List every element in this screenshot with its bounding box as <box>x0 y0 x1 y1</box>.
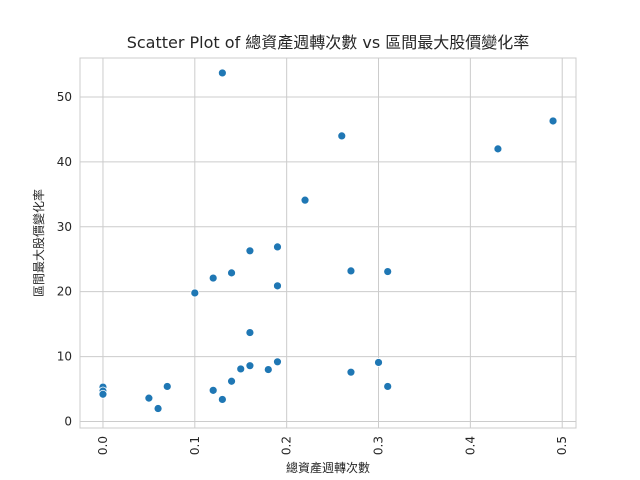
x-tick-label: 0.2 <box>280 436 294 455</box>
data-point <box>236 364 246 374</box>
y-tick-labels: 0 10 20 30 40 50 <box>57 90 72 429</box>
data-point <box>217 395 227 404</box>
y-tick-label: 20 <box>57 285 72 299</box>
data-point <box>273 357 282 367</box>
data-point <box>208 385 218 395</box>
data-point <box>144 393 154 403</box>
data-point <box>493 144 503 154</box>
data-point <box>383 382 393 391</box>
x-tick-label: 0.0 <box>96 436 110 455</box>
chart-title: Scatter Plot of 總資產週轉次數 vs 區間最大股價變化率 <box>127 33 530 52</box>
data-point <box>162 382 172 391</box>
x-tick-label: 0.1 <box>188 436 202 455</box>
data-point <box>346 266 356 276</box>
y-tick-label: 30 <box>57 220 72 234</box>
data-point <box>217 68 227 78</box>
y-tick-label: 50 <box>57 90 72 104</box>
x-tick-labels: 0.0 0.1 0.2 0.3 0.4 0.5 <box>96 436 569 455</box>
grid <box>80 58 576 428</box>
data-point <box>374 358 383 367</box>
data-point <box>190 288 200 298</box>
data-point <box>153 404 163 413</box>
data-point <box>548 116 558 126</box>
data-point <box>98 389 108 399</box>
y-tick-label: 40 <box>57 155 72 169</box>
data-point <box>300 195 310 205</box>
data-point <box>383 267 393 276</box>
data-point <box>346 367 356 377</box>
y-tick-label: 0 <box>64 415 72 429</box>
plot-area-frame <box>79 57 577 429</box>
data-point <box>273 242 282 252</box>
x-tick-label: 0.3 <box>372 436 386 455</box>
data-point <box>263 365 273 374</box>
data-point <box>245 361 255 371</box>
x-tick-label: 0.5 <box>555 436 569 455</box>
data-point <box>227 376 236 386</box>
data-point <box>227 268 236 278</box>
x-axis-label: 總資產週轉次數 <box>286 460 370 475</box>
data-point <box>245 246 255 256</box>
y-axis-label: 區間最大股價變化率 <box>31 189 46 297</box>
y-tick-label: 10 <box>57 350 72 364</box>
data-points <box>98 68 558 413</box>
data-point <box>273 281 282 291</box>
data-point <box>208 273 218 283</box>
data-point <box>245 328 255 337</box>
x-tick-label: 0.4 <box>463 436 477 455</box>
data-point <box>337 131 347 141</box>
